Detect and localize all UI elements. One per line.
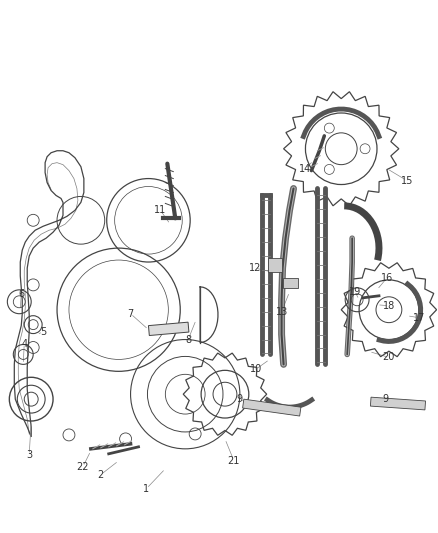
Bar: [243, 399, 301, 416]
Text: 2: 2: [98, 470, 104, 480]
Text: 8: 8: [185, 335, 191, 344]
Text: 9: 9: [382, 394, 388, 404]
Text: 13: 13: [276, 306, 288, 317]
Text: 17: 17: [413, 313, 425, 322]
Text: 16: 16: [381, 273, 393, 283]
Text: 9: 9: [237, 394, 243, 404]
Text: 4: 4: [21, 338, 27, 349]
Text: 11: 11: [154, 205, 166, 215]
Text: 7: 7: [127, 309, 134, 319]
Bar: [268, 258, 282, 272]
Text: 12: 12: [249, 263, 261, 273]
Bar: [283, 278, 298, 288]
Text: 21: 21: [228, 456, 240, 466]
Text: 6: 6: [18, 289, 25, 299]
Text: 15: 15: [401, 175, 413, 185]
Text: 3: 3: [26, 450, 32, 460]
Text: 22: 22: [77, 462, 89, 472]
Text: 10: 10: [250, 365, 262, 374]
Text: 20: 20: [383, 352, 395, 362]
Text: 14: 14: [299, 164, 311, 174]
Text: 5: 5: [40, 327, 46, 336]
Bar: [371, 397, 426, 410]
Text: 19: 19: [349, 287, 361, 297]
Bar: [148, 322, 189, 335]
Text: 1: 1: [143, 483, 149, 494]
Text: 18: 18: [383, 301, 395, 311]
